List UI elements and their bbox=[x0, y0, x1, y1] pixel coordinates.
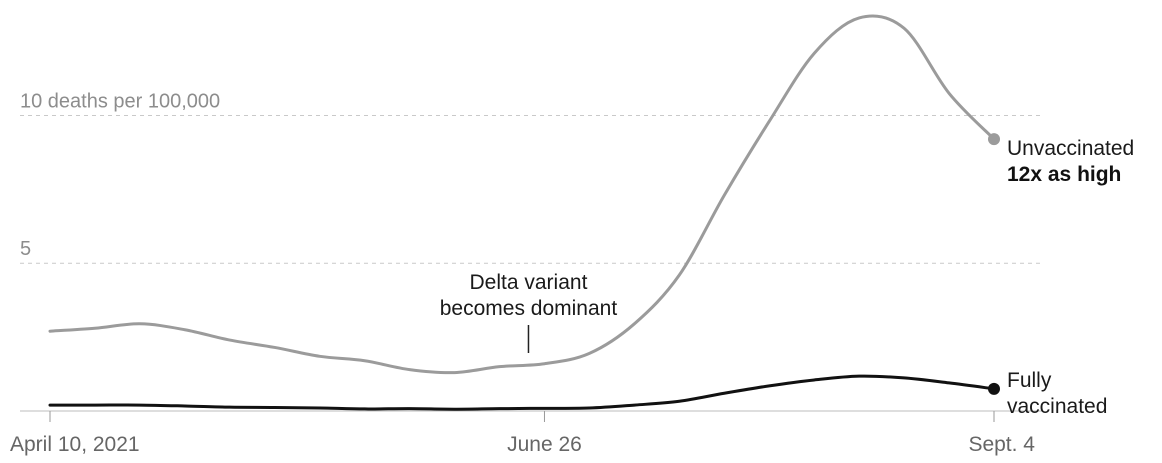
x-axis: April 10, 2021 June 26 Sept. 4 bbox=[10, 410, 1042, 456]
label-fully-vaccinated: Fully vaccinated bbox=[1007, 369, 1107, 418]
series-lines bbox=[48, 14, 1000, 411]
label-unvaccinated: Unvaccinated bbox=[1007, 137, 1134, 160]
gridline-label-5: 5 bbox=[20, 238, 31, 260]
gridlines: 10 deaths per 100,000 5 bbox=[20, 90, 1042, 264]
series-line-fully-vaccinated bbox=[48, 374, 996, 411]
series-end-point-fully-vaccinated bbox=[988, 382, 1000, 395]
x-tick-label: Sept. 4 bbox=[968, 433, 1035, 456]
series-end-point-unvaccinated bbox=[988, 133, 1000, 146]
annotation-text: becomes dominant bbox=[440, 297, 618, 320]
gridline-label-10: 10 deaths per 100,000 bbox=[20, 90, 220, 112]
x-tick-label: April 10, 2021 bbox=[10, 433, 140, 456]
series-line-unvaccinated bbox=[48, 14, 996, 375]
annotation-text: Delta variant bbox=[470, 271, 588, 294]
series-labels: Unvaccinated 12x as high Fully vaccinated bbox=[1007, 137, 1134, 418]
x-tick-label: June 26 bbox=[507, 433, 582, 456]
delta-annotation: Delta variant becomes dominant bbox=[440, 271, 618, 353]
label-unvaccinated-ratio: 12x as high bbox=[1007, 163, 1121, 186]
